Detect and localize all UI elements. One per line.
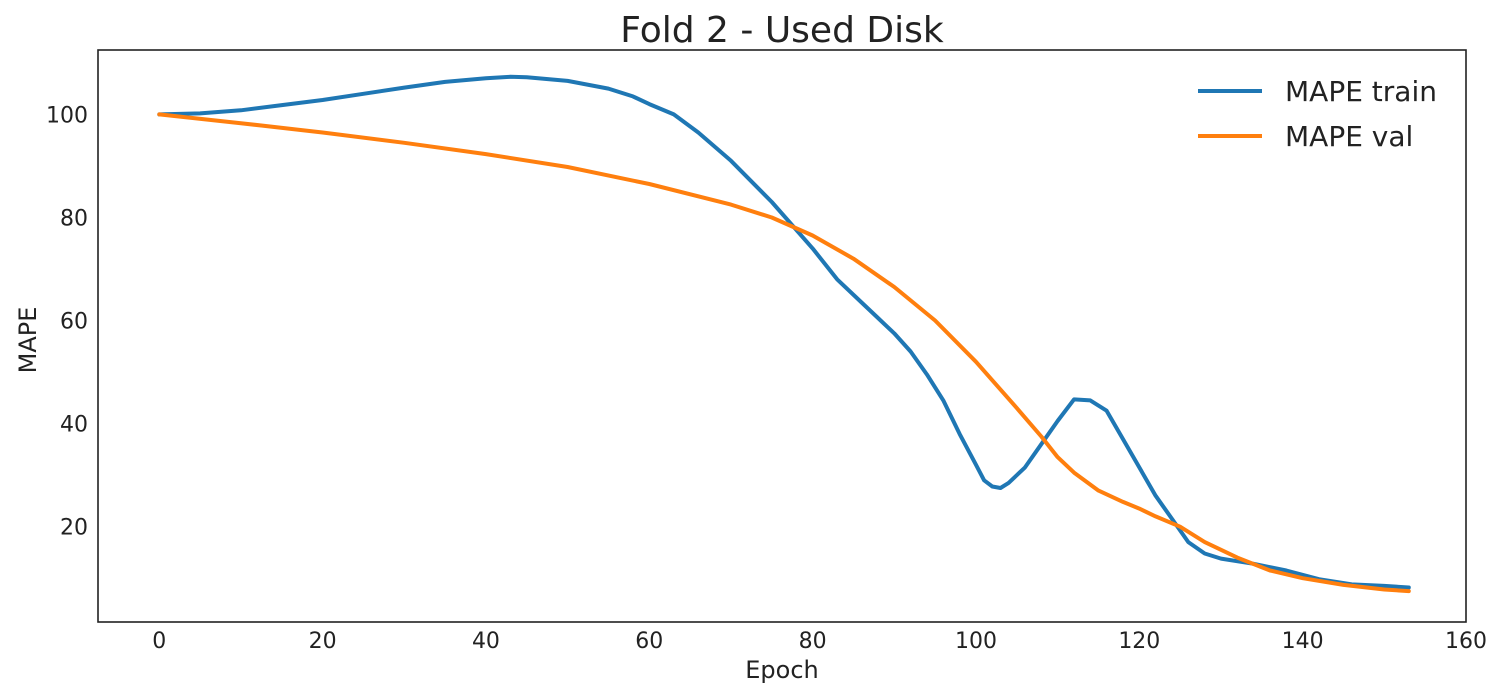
plot-area <box>97 49 1467 623</box>
y-axis-label: MAPE <box>14 307 42 374</box>
y-tick-label: 100 <box>46 103 88 128</box>
plot-frame <box>97 49 1467 623</box>
x-tick-label: 40 <box>472 629 500 654</box>
legend-label: MAPE val <box>1285 120 1413 153</box>
x-axis-label: Epoch <box>745 656 819 684</box>
y-tick-label: 40 <box>60 413 88 438</box>
x-axis-ticks: 0 20 40 60 80 100 120 140 160 <box>152 629 1487 654</box>
chart-title: Fold 2 - Used Disk <box>620 10 944 51</box>
series-line-mape-val <box>157 112 1411 594</box>
legend-label: MAPE train <box>1285 75 1437 108</box>
y-tick-label: 20 <box>60 516 88 541</box>
x-tick-label: 100 <box>955 629 997 654</box>
y-axis-ticks: 20 40 60 80 100 <box>46 103 88 540</box>
y-tick-label: 60 <box>60 310 88 335</box>
x-tick-label: 20 <box>309 629 337 654</box>
x-tick-label: 80 <box>799 629 827 654</box>
series-group <box>157 74 1411 594</box>
x-tick-label: 60 <box>635 629 663 654</box>
x-tick-label: 0 <box>152 629 166 654</box>
legend: MAPE train MAPE val <box>1198 75 1437 153</box>
x-tick-label: 120 <box>1118 629 1160 654</box>
series-line-mape-train <box>157 74 1411 590</box>
y-tick-label: 80 <box>60 206 88 231</box>
x-tick-label: 160 <box>1445 629 1487 654</box>
x-tick-label: 140 <box>1282 629 1324 654</box>
